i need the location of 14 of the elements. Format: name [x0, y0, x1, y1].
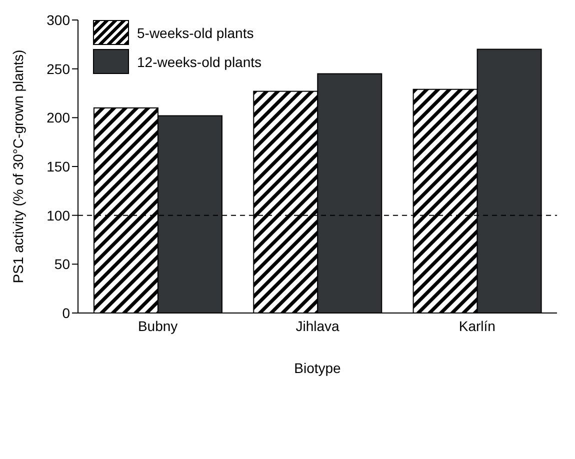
legend-label: 5-weeks-old plants — [137, 24, 254, 40]
y-tick-label: 200 — [46, 110, 70, 126]
y-tick-label: 250 — [46, 60, 70, 77]
y-axis-title: PS1 activity (% of 30°C-grown plants) — [10, 50, 26, 284]
y-tick-label: 0 — [62, 304, 70, 321]
y-tick-label: 150 — [46, 158, 70, 174]
x-tick-label: Jihlava — [296, 318, 340, 334]
x-axis-title: Biotype — [294, 360, 342, 376]
legend-label: 12-weeks-old plants — [137, 54, 262, 70]
y-tick-label: 50 — [54, 256, 70, 272]
x-tick-label: Karlín — [458, 318, 496, 334]
y-tick-label: 100 — [46, 207, 70, 224]
x-tick-label: Bubny — [138, 318, 178, 334]
y-tick-label: 300 — [46, 12, 70, 28]
